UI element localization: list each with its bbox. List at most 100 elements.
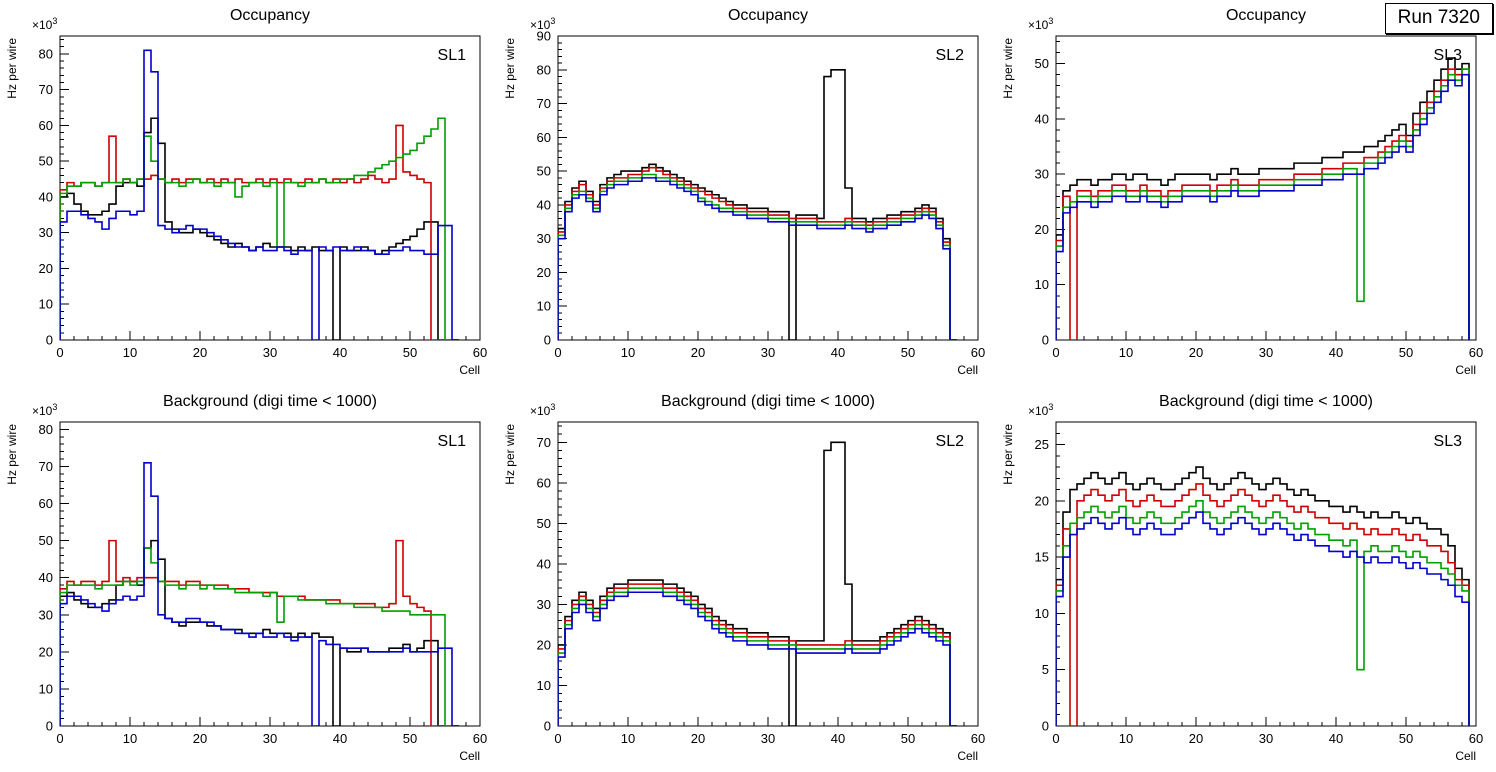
- svg-text:80: 80: [39, 46, 53, 61]
- svg-text:30: 30: [39, 225, 53, 240]
- svg-text:80: 80: [39, 422, 53, 437]
- svg-text:Hz per wire: Hz per wire: [503, 424, 517, 485]
- svg-text:0: 0: [46, 333, 53, 348]
- svg-text:20: 20: [1035, 222, 1049, 237]
- svg-text:0: 0: [56, 345, 63, 360]
- chart-background-sl2: 0 10 20 30 40 50 60 0 10 20 30 40 50 60 70 Background (…: [498, 386, 996, 772]
- svg-text:10: 10: [123, 345, 137, 360]
- occupancy-sl3-plot: 0 10 20 30 40 50 6001020304050OccupancySL3×103…: [1001, 7, 1483, 377]
- svg-text:50: 50: [1399, 345, 1413, 360]
- svg-text:0: 0: [1052, 345, 1059, 360]
- svg-text:Cell: Cell: [459, 363, 480, 377]
- svg-text:0: 0: [544, 719, 551, 734]
- svg-text:20: 20: [1189, 345, 1203, 360]
- svg-text:60: 60: [1469, 731, 1483, 746]
- svg-text:Occupancy: Occupancy: [728, 7, 808, 24]
- svg-text:×103: ×103: [32, 402, 57, 418]
- occupancy-sl2-plot: 0 10 20 30 40 50 60 0 10 20 30 40 50 60 70 80 90 Occupanc…: [503, 7, 985, 377]
- svg-text:Hz per wire: Hz per wire: [5, 424, 19, 485]
- svg-text:20: 20: [39, 644, 53, 659]
- svg-text:0: 0: [56, 731, 63, 746]
- svg-text:50: 50: [403, 345, 417, 360]
- background-sl2-plot: 0 10 20 30 40 50 60 0 10 20 30 40 50 60 70 Background (…: [503, 393, 985, 763]
- svg-text:10: 10: [1119, 345, 1133, 360]
- svg-text:60: 60: [473, 345, 487, 360]
- svg-text:20: 20: [691, 731, 705, 746]
- svg-text:10: 10: [39, 681, 53, 696]
- svg-text:Hz per wire: Hz per wire: [1001, 424, 1015, 485]
- svg-text:Cell: Cell: [1455, 363, 1476, 377]
- svg-text:×103: ×103: [530, 402, 555, 418]
- svg-text:×103: ×103: [530, 16, 555, 32]
- svg-text:40: 40: [831, 345, 845, 360]
- svg-text:50: 50: [403, 731, 417, 746]
- svg-text:Cell: Cell: [459, 749, 480, 763]
- svg-text:Occupancy: Occupancy: [230, 7, 310, 24]
- svg-text:50: 50: [901, 345, 915, 360]
- svg-text:30: 30: [1259, 731, 1273, 746]
- svg-text:20: 20: [537, 265, 551, 280]
- svg-text:60: 60: [971, 345, 985, 360]
- svg-text:40: 40: [537, 197, 551, 212]
- svg-text:0: 0: [1052, 731, 1059, 746]
- svg-text:50: 50: [39, 533, 53, 548]
- occupancy-sl1-plot: 0 10 20 30 40 50 60 0 10 20 30 40 50 60 70 80 Occupancy S…: [5, 7, 487, 377]
- svg-text:Occupancy: Occupancy: [1226, 7, 1306, 24]
- svg-text:20: 20: [1189, 731, 1203, 746]
- svg-text:30: 30: [263, 731, 277, 746]
- svg-text:60: 60: [39, 118, 53, 133]
- background-sl1-plot: 0 10 20 30 40 50 60 0 10 20 30 40 50 60 70 80 Background…: [5, 393, 487, 763]
- chart-occupancy-sl2: 0 10 20 30 40 50 60 0 10 20 30 40 50 60 70 80 90 Occupanc…: [498, 0, 996, 386]
- svg-text:Background (digi time < 1000): Background (digi time < 1000): [661, 393, 875, 410]
- svg-text:70: 70: [39, 82, 53, 97]
- svg-text:20: 20: [691, 345, 705, 360]
- svg-text:10: 10: [1035, 606, 1049, 621]
- svg-text:60: 60: [1469, 345, 1483, 360]
- svg-text:20: 20: [193, 345, 207, 360]
- svg-text:50: 50: [537, 164, 551, 179]
- svg-text:SL1: SL1: [438, 47, 467, 64]
- svg-text:90: 90: [537, 29, 551, 44]
- svg-text:30: 30: [537, 597, 551, 612]
- svg-text:10: 10: [1119, 731, 1133, 746]
- svg-text:40: 40: [39, 189, 53, 204]
- background-sl3-plot: 0 10 20 30 40 50 60 0 5 10 15 20 25 Background (digi …: [1001, 393, 1483, 763]
- svg-text:30: 30: [537, 231, 551, 246]
- svg-text:20: 20: [193, 731, 207, 746]
- svg-text:SL2: SL2: [936, 433, 965, 450]
- svg-text:50: 50: [1035, 56, 1049, 71]
- svg-text:40: 40: [537, 556, 551, 571]
- svg-text:10: 10: [1035, 277, 1049, 292]
- svg-text:×103: ×103: [1028, 16, 1053, 32]
- svg-text:40: 40: [1035, 111, 1049, 126]
- svg-text:15: 15: [1035, 550, 1049, 565]
- svg-text:50: 50: [1399, 731, 1413, 746]
- svg-text:50: 50: [39, 154, 53, 169]
- svg-text:20: 20: [39, 261, 53, 276]
- svg-text:0: 0: [554, 731, 561, 746]
- svg-text:60: 60: [537, 475, 551, 490]
- svg-text:70: 70: [537, 435, 551, 450]
- svg-text:Cell: Cell: [957, 749, 978, 763]
- svg-text:30: 30: [1035, 167, 1049, 182]
- svg-text:60: 60: [537, 130, 551, 145]
- svg-text:60: 60: [473, 731, 487, 746]
- svg-text:20: 20: [1035, 493, 1049, 508]
- svg-text:×103: ×103: [1028, 402, 1053, 418]
- svg-text:10: 10: [621, 345, 635, 360]
- svg-text:60: 60: [971, 731, 985, 746]
- svg-text:0: 0: [544, 333, 551, 348]
- svg-text:60: 60: [39, 496, 53, 511]
- svg-text:25: 25: [1035, 437, 1049, 452]
- svg-text:30: 30: [761, 345, 775, 360]
- svg-text:Cell: Cell: [957, 363, 978, 377]
- svg-text:40: 40: [333, 731, 347, 746]
- svg-text:0: 0: [1042, 333, 1049, 348]
- svg-text:SL3: SL3: [1434, 433, 1463, 450]
- chart-occupancy-sl3: 0 10 20 30 40 50 60 0 10 20 30 40 50 Occupancy SL3 ×103…: [996, 0, 1494, 386]
- svg-text:40: 40: [39, 570, 53, 585]
- svg-text:10: 10: [123, 731, 137, 746]
- svg-text:Hz per wire: Hz per wire: [5, 38, 19, 99]
- svg-text:0: 0: [554, 345, 561, 360]
